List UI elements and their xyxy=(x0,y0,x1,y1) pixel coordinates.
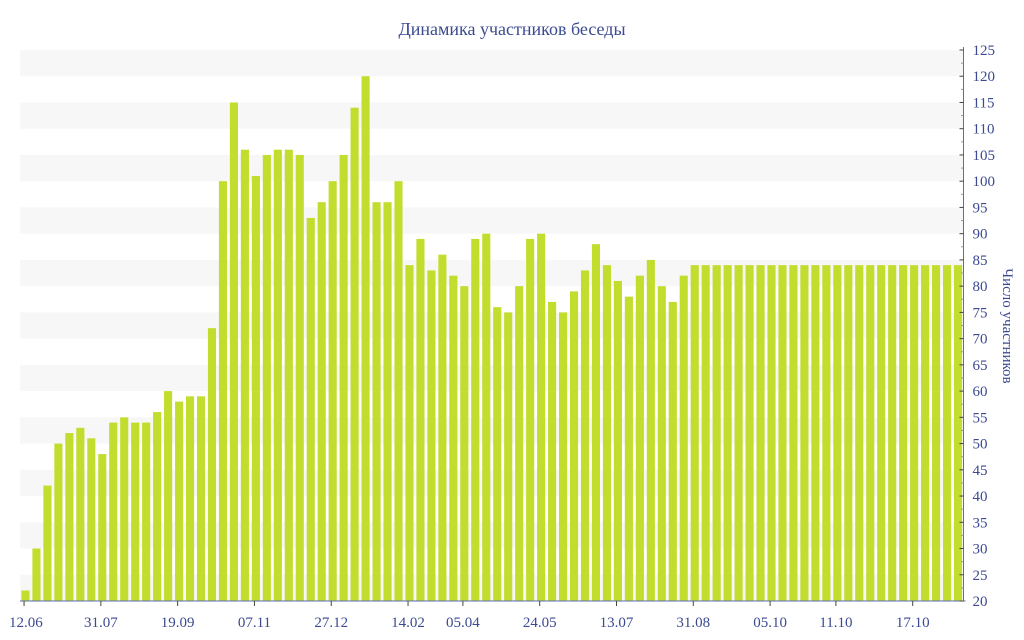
svg-text:85: 85 xyxy=(973,253,988,269)
svg-text:65: 65 xyxy=(973,358,988,374)
svg-text:07.11: 07.11 xyxy=(238,615,271,631)
svg-text:90: 90 xyxy=(973,227,988,243)
svg-text:105: 105 xyxy=(973,148,996,164)
svg-text:70: 70 xyxy=(973,332,988,348)
svg-text:27.12: 27.12 xyxy=(314,615,348,631)
svg-text:30: 30 xyxy=(973,542,988,558)
svg-text:31.08: 31.08 xyxy=(676,615,710,631)
svg-text:17.10: 17.10 xyxy=(896,615,930,631)
svg-text:11.10: 11.10 xyxy=(819,615,852,631)
svg-text:12.06: 12.06 xyxy=(9,615,43,631)
svg-text:20: 20 xyxy=(973,594,988,610)
svg-text:75: 75 xyxy=(973,305,988,321)
svg-text:55: 55 xyxy=(973,410,988,426)
svg-text:40: 40 xyxy=(973,489,988,505)
svg-text:125: 125 xyxy=(973,43,996,59)
svg-text:50: 50 xyxy=(973,437,988,453)
svg-text:95: 95 xyxy=(973,200,988,216)
svg-text:24.05: 24.05 xyxy=(523,615,557,631)
svg-text:14.02: 14.02 xyxy=(391,615,425,631)
svg-text:31.07: 31.07 xyxy=(84,615,118,631)
svg-text:05.10: 05.10 xyxy=(753,615,787,631)
svg-text:25: 25 xyxy=(973,568,988,584)
svg-text:110: 110 xyxy=(973,122,995,138)
svg-text:13.07: 13.07 xyxy=(600,615,634,631)
svg-text:35: 35 xyxy=(973,515,988,531)
svg-text:120: 120 xyxy=(973,69,996,85)
svg-text:60: 60 xyxy=(973,384,988,400)
svg-text:Число участников: Число участников xyxy=(999,268,1015,383)
svg-text:100: 100 xyxy=(973,174,996,190)
svg-text:05.04: 05.04 xyxy=(446,615,480,631)
svg-text:80: 80 xyxy=(973,279,988,295)
svg-text:19.09: 19.09 xyxy=(161,615,195,631)
svg-text:115: 115 xyxy=(973,95,995,111)
svg-text:45: 45 xyxy=(973,463,988,479)
